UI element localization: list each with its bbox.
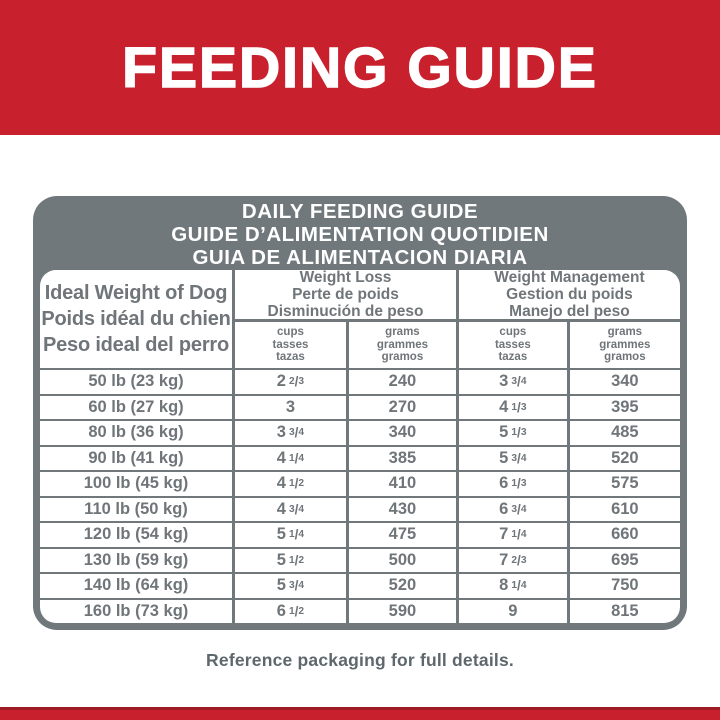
unit-cups-es: tazas [276, 351, 305, 364]
weight-loss-line-es: Disminución de peso [267, 303, 424, 320]
wm-cups-cell: 5 3/4 [455, 444, 567, 470]
weight-management-line-fr: Gestion du poids [506, 286, 633, 303]
wl-cups-cell: 2 2/3 [232, 368, 346, 394]
wl-cups-cell: 4 3/4 [232, 495, 346, 521]
table-title-line-fr: GUIDE D’ALIMENTATION QUOTIDIEN [171, 222, 549, 246]
wm-grams-cell: 695 [566, 546, 680, 572]
feeding-guide-banner: FEEDING GUIDE [0, 0, 720, 135]
table-title: DAILY FEEDING GUIDE GUIDE D’ALIMENTATION… [40, 196, 680, 270]
wm-grams-cell: 520 [566, 444, 680, 470]
wm-grams-cell: 610 [566, 495, 680, 521]
weight-cell: 100 lb (45 kg) [40, 470, 232, 496]
unit-grams-fr: grammes [599, 338, 651, 351]
wm-grams-cell: 575 [566, 470, 680, 496]
wm-grams-cell: 395 [566, 393, 680, 419]
wl-grams-cell: 385 [345, 444, 456, 470]
wl-grams-cell: 500 [345, 546, 456, 572]
table-title-line-en: DAILY FEEDING GUIDE [241, 199, 479, 223]
unit-grams-fr: grammes [376, 338, 429, 351]
ideal-weight-line-es: Peso ideal del perro [42, 334, 230, 356]
wl-cups-cell: 4 1/2 [232, 470, 346, 496]
bottom-red-bar [0, 707, 720, 720]
wl-cups-cell: 6 1/2 [232, 597, 346, 623]
wl-cups-cell: 3 [232, 393, 346, 419]
weight-cell: 110 lb (50 kg) [40, 495, 232, 522]
column-header-weight-management: Weight Management Gestion du poids Manej… [455, 270, 680, 322]
unit-header-wl-grams: grams grammes gramos [345, 322, 456, 368]
weight-cell: 130 lb (59 kg) [40, 546, 232, 573]
weight-cell: 60 lb (27 kg) [40, 393, 232, 420]
unit-grams-es: gramos [381, 351, 424, 364]
unit-grams-es: gramos [604, 351, 646, 364]
unit-grams-en: grams [607, 326, 643, 339]
footer-note: Reference packaging for full details. [206, 650, 514, 670]
table-body: Ideal Weight of Dog Poids idéal du chien… [40, 270, 680, 623]
wm-grams-cell: 750 [566, 572, 680, 598]
unit-cups-fr: tasses [272, 338, 309, 351]
wl-grams-cell: 340 [345, 419, 456, 445]
weight-cell: 50 lb (23 kg) [40, 368, 232, 394]
wl-grams-cell: 590 [345, 597, 456, 623]
ideal-weight-line-fr: Poids idéal du chien [41, 308, 231, 330]
unit-grams-en: grams [385, 326, 420, 339]
table-title-line-es: GUIA DE ALIMENTACION DIARIA [192, 245, 528, 269]
ideal-weight-line-en: Ideal Weight of Dog [44, 282, 228, 304]
weight-cell: 90 lb (41 kg) [40, 444, 232, 471]
weight-cell: 160 lb (73 kg) [40, 597, 232, 624]
wl-cups-cell: 5 1/4 [232, 521, 346, 547]
wl-grams-cell: 430 [345, 495, 456, 521]
unit-cups-en: cups [499, 326, 527, 339]
wl-cups-cell: 4 1/4 [232, 444, 346, 470]
wm-cups-cell: 7 1/4 [455, 521, 567, 547]
daily-feeding-table: DAILY FEEDING GUIDE GUIDE D’ALIMENTATION… [33, 196, 687, 630]
wm-grams-cell: 660 [566, 521, 680, 547]
wm-cups-cell: 4 1/3 [455, 393, 567, 419]
weight-management-line-es: Manejo del peso [509, 303, 630, 320]
wl-grams-cell: 240 [345, 368, 456, 394]
weight-loss-line-fr: Perte de poids [292, 286, 399, 303]
wm-grams-cell: 815 [566, 597, 680, 623]
wl-grams-cell: 410 [345, 470, 456, 496]
weight-cell: 80 lb (36 kg) [40, 419, 232, 445]
wl-grams-cell: 520 [345, 572, 456, 598]
column-header-ideal-weight: Ideal Weight of Dog Poids idéal du chien… [40, 270, 232, 368]
unit-cups-es: tazas [498, 351, 528, 364]
weight-cell: 140 lb (64 kg) [40, 572, 232, 598]
wl-grams-cell: 270 [345, 393, 456, 419]
weight-loss-line-en: Weight Loss [299, 270, 392, 286]
wl-cups-cell: 5 1/2 [232, 546, 346, 572]
unit-cups-en: cups [277, 326, 304, 339]
wm-cups-cell: 6 3/4 [455, 495, 567, 521]
weight-management-line-en: Weight Management [494, 270, 645, 286]
wm-cups-cell: 5 1/3 [455, 419, 567, 445]
unit-cups-fr: tasses [494, 338, 531, 351]
unit-header-wl-cups: cups tasses tazas [232, 322, 346, 368]
wm-cups-cell: 8 1/4 [455, 572, 567, 598]
wm-grams-cell: 340 [566, 368, 680, 394]
wm-cups-cell: 6 1/3 [455, 470, 567, 496]
wm-cups-cell: 3 3/4 [455, 368, 567, 394]
page-title: FEEDING GUIDE [121, 35, 598, 101]
wm-cups-cell: 7 2/3 [455, 546, 567, 572]
wm-grams-cell: 485 [566, 419, 680, 445]
wl-cups-cell: 5 3/4 [232, 572, 346, 598]
column-header-weight-loss: Weight Loss Perte de poids Disminución d… [232, 270, 456, 322]
wl-grams-cell: 475 [345, 521, 456, 547]
wm-cups-cell: 9 [455, 597, 567, 623]
unit-header-wm-grams: grams grammes gramos [566, 322, 680, 368]
wl-cups-cell: 3 3/4 [232, 419, 346, 445]
weight-cell: 120 lb (54 kg) [40, 521, 232, 547]
unit-header-wm-cups: cups tasses tazas [455, 322, 567, 368]
